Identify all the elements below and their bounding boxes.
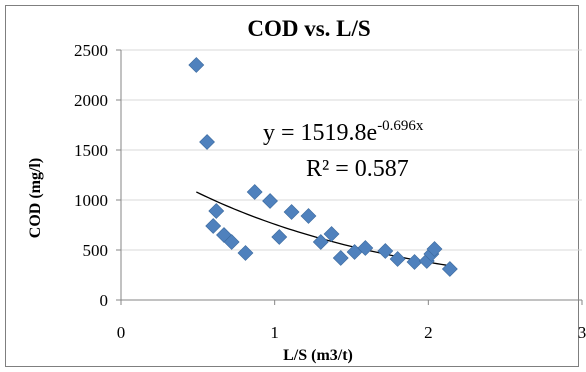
r-squared: R² = 0.587 [306,156,409,182]
x-tick-label: 0 [117,323,126,342]
data-point-6 [237,245,254,261]
data-point-7 [246,184,263,200]
data-point-12 [312,234,329,250]
trendline-equation: y = 1519.8e-0.696x [263,118,424,146]
x-axis-label: L/S (m3/t) [283,347,353,364]
equation-exponent: -0.696x [377,118,424,134]
data-point-2 [205,218,222,234]
gridlines [121,49,582,251]
data-point-18 [389,251,406,267]
data-point-19 [406,254,423,270]
chart-title: COD vs. L/S [247,16,370,41]
y-tick-labels: 0 500 1000 1500 2000 2500 [74,41,108,310]
data-point-9 [271,229,288,245]
data-point-3 [208,203,225,219]
y-axis-label: COD (mg/l) [27,158,44,238]
chart-area [5,5,579,367]
y-tick-label: 2500 [74,41,108,60]
data-point-14 [332,250,349,266]
data-point-5 [223,234,240,250]
data-point-8 [262,193,278,209]
data-point-11 [300,208,317,224]
x-tick-label: 1 [270,323,279,342]
data-point-22 [426,241,443,257]
data-point-16 [357,240,374,256]
equation-base: y = 1519.8e [263,120,377,146]
x-tick-label: 3 [578,323,586,342]
y-tick-label: 1000 [74,191,108,210]
data-point-0 [188,57,205,73]
y-tick-label: 1500 [74,141,108,160]
x-tick-labels: 0 1 2 3 [117,323,586,342]
trendline [196,191,450,267]
data-point-10 [283,204,300,220]
data-point-1 [199,134,215,150]
data-point-13 [323,226,340,242]
y-tick-label: 2000 [74,91,108,110]
y-tick-label: 500 [83,241,109,260]
axes [116,49,583,305]
x-tick-label: 2 [424,323,433,342]
data-points [188,57,458,277]
y-tick-label: 0 [100,291,109,310]
data-point-17 [377,243,394,259]
data-point-23 [441,261,458,277]
